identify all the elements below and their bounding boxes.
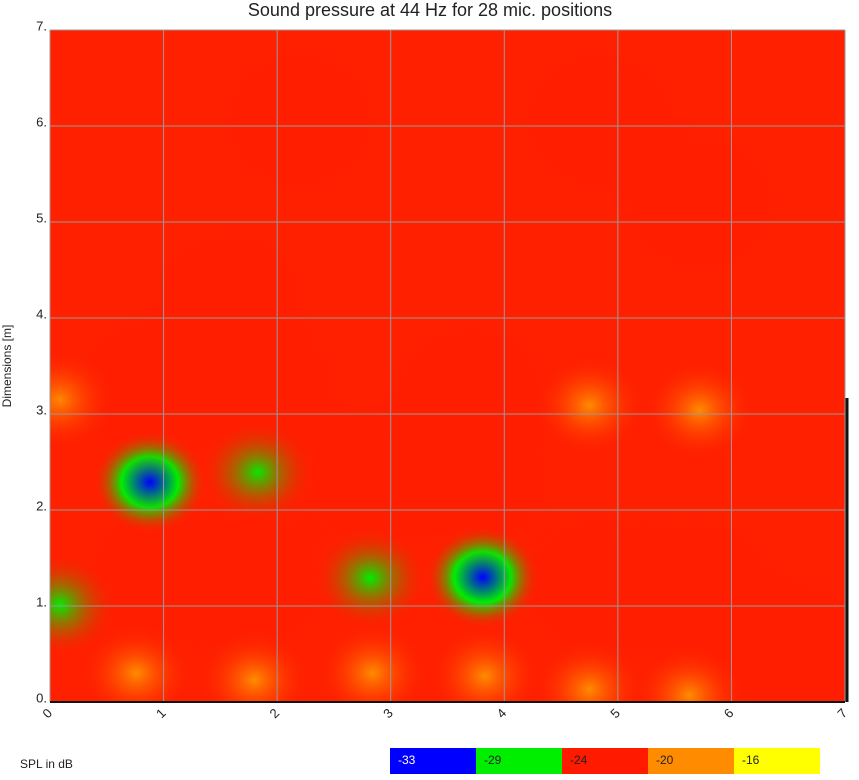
legend-title: SPL in dB [20,757,73,771]
legend-label: -24 [570,753,588,767]
legend: -33 -29 -24 -20 -16 [390,748,820,774]
mic-point [368,302,573,487]
y-tick-label: 4. [36,306,47,321]
legend-swatch [562,748,648,774]
y-tick-label: 2. [36,498,47,513]
mic-point [497,30,702,213]
legend-label: -16 [742,753,760,767]
legend-label: -33 [398,753,416,767]
legend-swatch [734,748,820,774]
legend-swatch [390,748,476,774]
x-tick-label: 3 [380,705,396,721]
mic-point [428,624,542,702]
y-tick-label: 7. [36,18,47,33]
legend-swatch [648,748,734,774]
mic-point [127,207,332,392]
y-tick-label: 0. [36,690,47,705]
legend-label: -20 [656,753,674,767]
x-tick-label: 2 [267,705,283,721]
y-tick-label: 3. [36,402,47,417]
legend-swatch [476,748,562,774]
mic-point [497,492,702,677]
x-tick-label: 0 [39,705,55,721]
mic-point [642,359,757,462]
x-tick-label: 5 [607,705,623,721]
y-tick-label: 6. [36,114,47,129]
legend-label: -29 [484,753,502,767]
chart-title: Sound pressure at 44 Hz for 28 mic. posi… [248,0,612,20]
x-tick-label: 4 [494,705,510,721]
x-tick-label: 1 [153,705,169,721]
mic-point [697,558,845,702]
mic-point [197,30,403,213]
heat-layer [50,30,845,702]
mic-point [147,488,353,673]
y-axis-label: Dimensions [m] [0,325,14,408]
x-tick-label: 6 [721,705,737,721]
x-tick-label: 7 [834,705,850,721]
mic-point [315,622,430,702]
y-tick-label: 1. [36,594,47,609]
y-tick-label: 5. [36,210,47,225]
